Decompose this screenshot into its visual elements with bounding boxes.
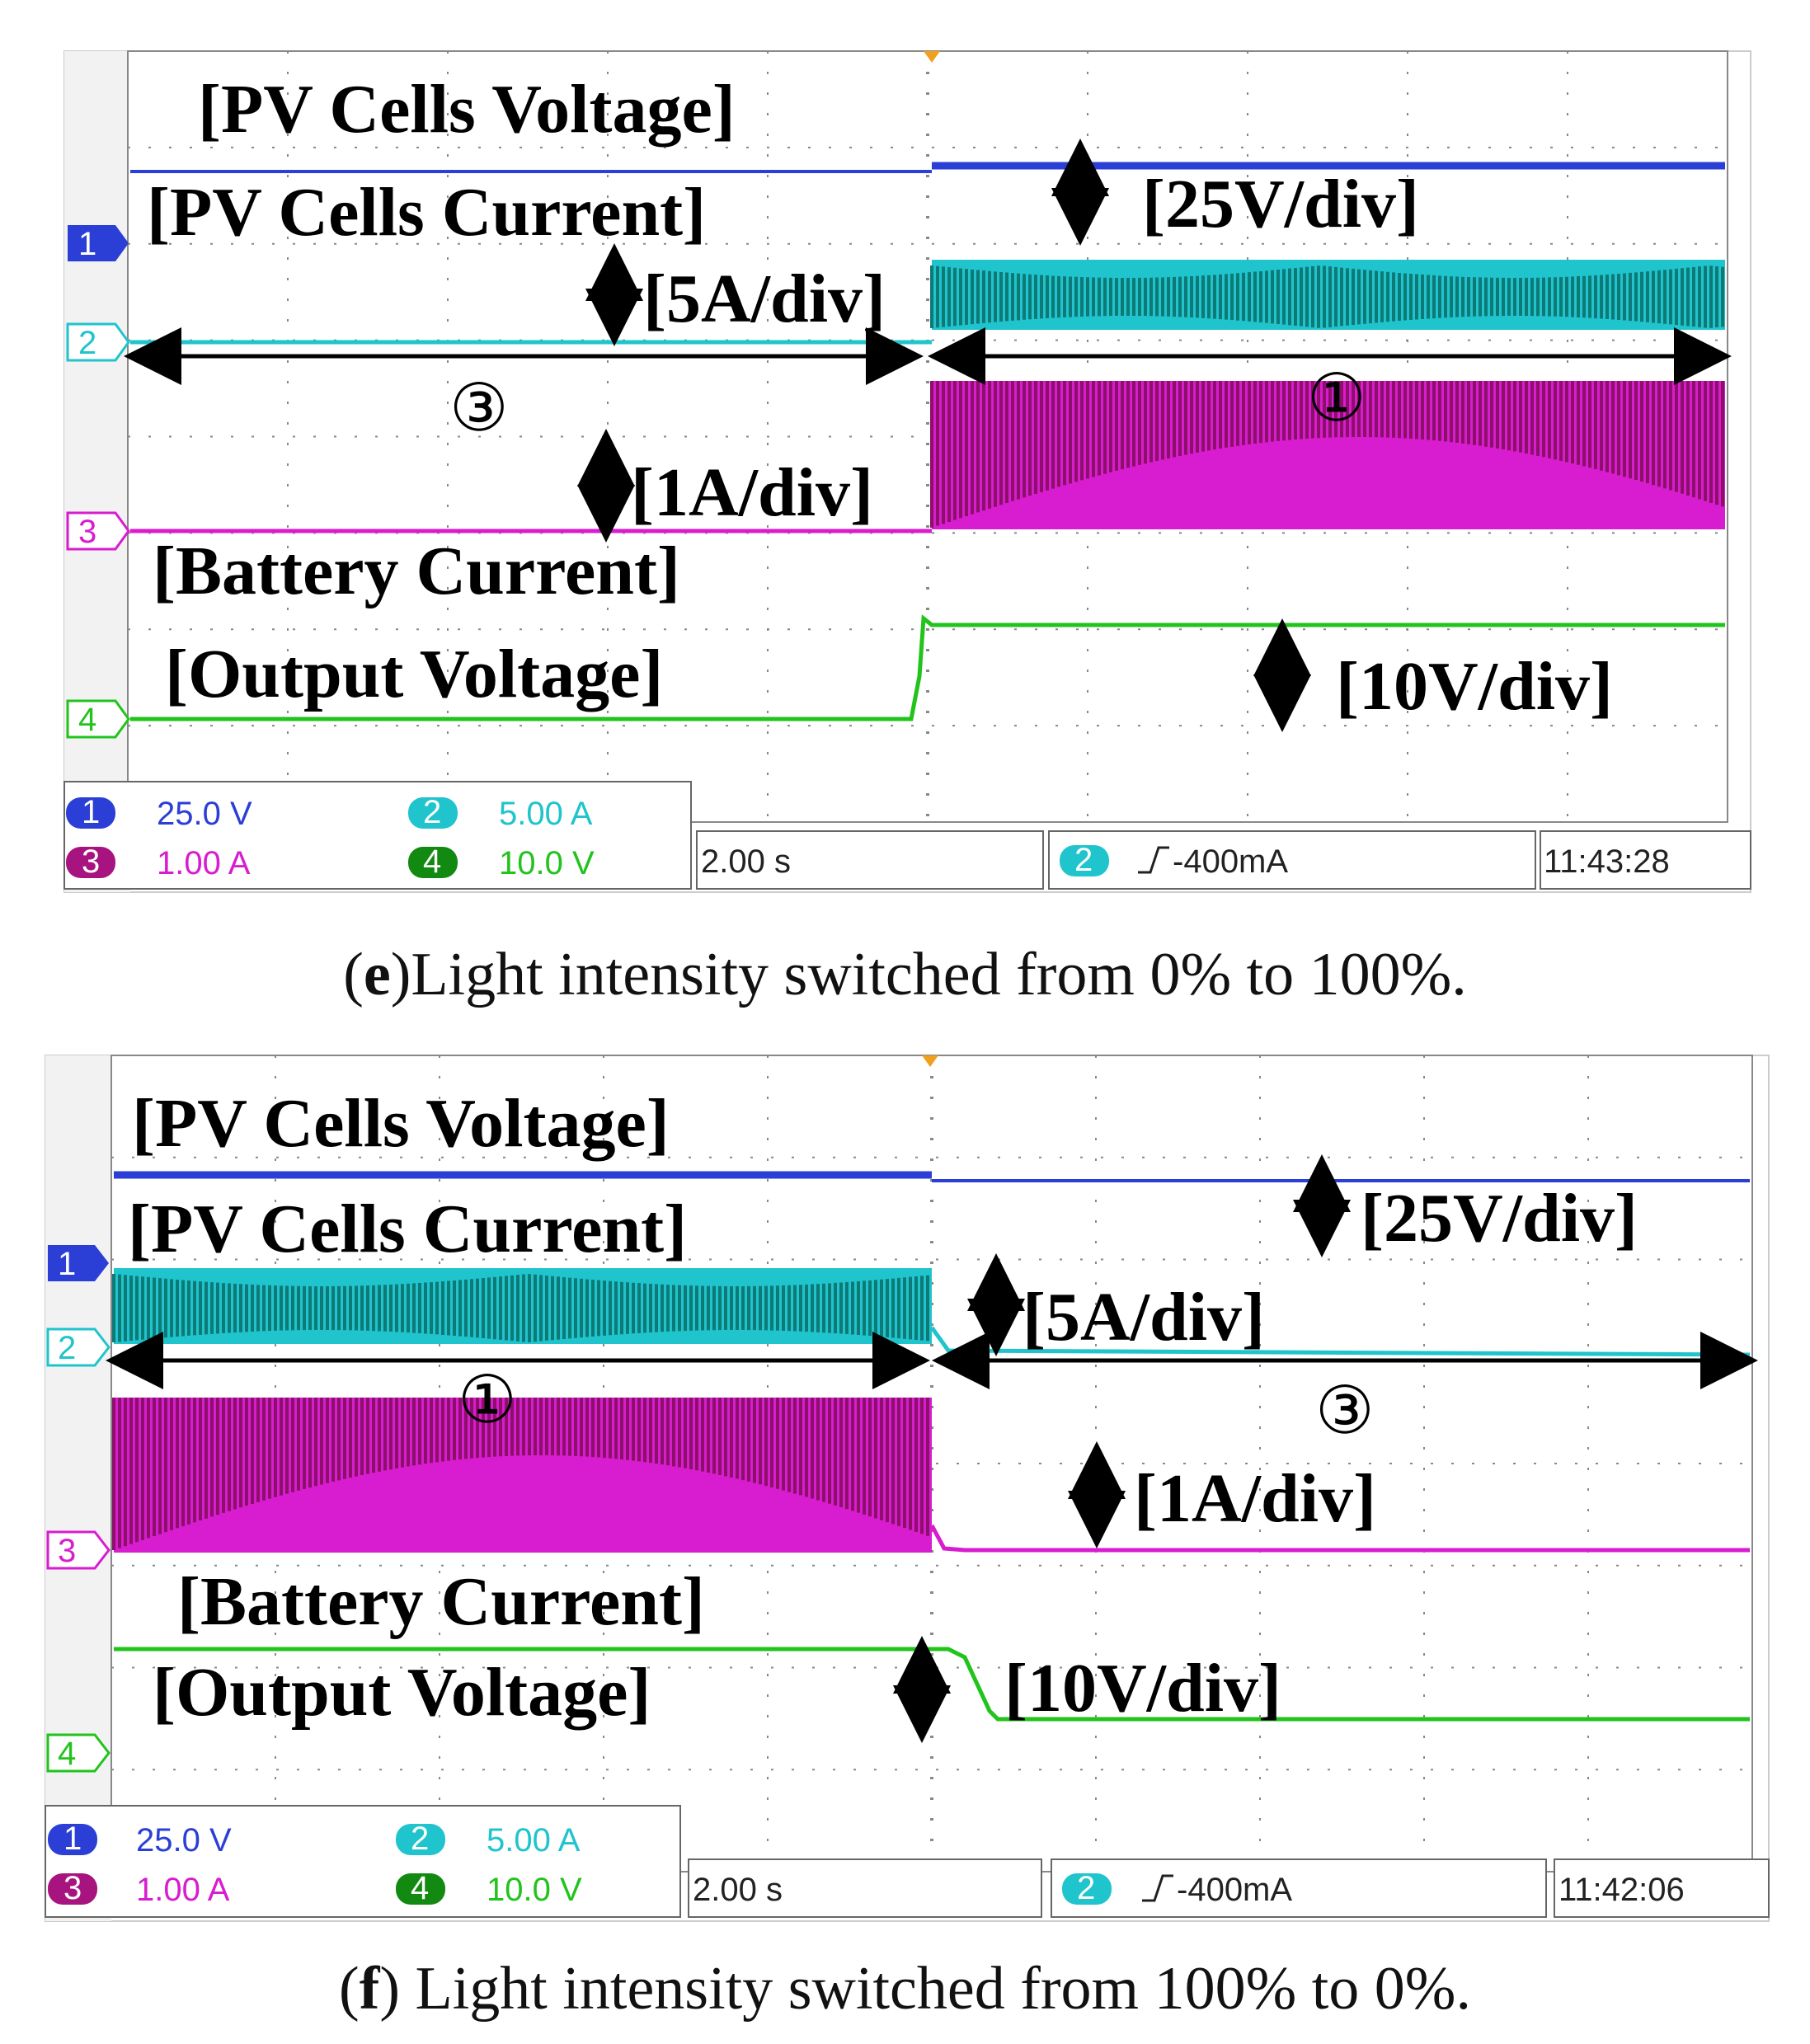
oscilloscope-screen-e: 1 2 3 4 [PV Cells Voltage] [PV Cells Cur…	[63, 50, 1751, 893]
svg-text:1: 1	[63, 1821, 82, 1857]
ch-marker-2-e: 2	[66, 322, 130, 362]
channel-3-scale-f: 1.00 A	[136, 1872, 230, 1908]
timebase-f: 2.00 s	[693, 1872, 783, 1908]
trigger-marker-e	[924, 51, 940, 63]
trigger-edge-icon-f	[1142, 1874, 1173, 1902]
svg-text:2: 2	[411, 1821, 429, 1857]
scale-label-10v-e: [10V/div]	[1336, 648, 1613, 725]
svg-text:2: 2	[1077, 1870, 1095, 1906]
svg-text:3: 3	[78, 514, 96, 550]
svg-text:2: 2	[1074, 842, 1093, 878]
channel-2-scale-e: 5.00 A	[499, 796, 593, 832]
ch-marker-3-e: 3	[66, 511, 130, 551]
clock-e: 11:43:28	[1544, 843, 1670, 880]
svg-text:4: 4	[423, 843, 441, 880]
status-bar-f: 1 25.0 V 2 5.00 A 3 1.00 A 4 10.0 V 2.00…	[45, 1805, 1770, 1918]
scope-panel-e: 1 2 3 4 [PV Cells Voltage] [PV Cells Cur…	[0, 0, 1810, 907]
region-marker-left-f: ①	[458, 1361, 517, 1438]
channel-2-scale-f: 5.00 A	[487, 1822, 581, 1858]
svg-text:4: 4	[58, 1736, 76, 1772]
trace-output-voltage-e	[130, 614, 1725, 721]
trace-label-battery-current-f: [Battery Current]	[177, 1563, 705, 1640]
trace-pv-current-f-hatch	[112, 1274, 929, 1342]
svg-text:2: 2	[58, 1330, 76, 1366]
trace-label-pv-current-f: [PV Cells Current]	[128, 1191, 687, 1267]
scale-label-25v-e: [25V/div]	[1142, 166, 1419, 242]
svg-text:2: 2	[423, 794, 441, 830]
oscilloscope-screen-f: 1 2 3 4 [PV Cells Voltage] [PV Cells Cur…	[45, 1055, 1770, 1922]
ch-marker-3-f: 3	[46, 1530, 110, 1570]
channel-4-scale-e: 10.0 V	[499, 845, 595, 881]
ch-marker-2-f: 2	[46, 1327, 110, 1367]
ch-marker-4-e: 4	[66, 699, 130, 739]
trace-label-pv-voltage-f: [PV Cells Voltage]	[132, 1085, 670, 1162]
trace-label-output-voltage-e: [Output Voltage]	[165, 636, 663, 712]
region-marker-right-e: ①	[1307, 359, 1366, 436]
trace-battery-current-f-hatch	[112, 1398, 929, 1550]
svg-text:1: 1	[58, 1246, 76, 1282]
svg-text:3: 3	[82, 843, 100, 880]
trace-pv-current-e-hatch	[930, 265, 1724, 328]
trigger-edge-icon-e	[1138, 846, 1169, 874]
caption-e: (e)Light intensity switched from 0% to 1…	[343, 941, 1467, 1008]
svg-text:3: 3	[63, 1870, 82, 1906]
region-marker-left-e: ③	[449, 369, 509, 446]
trigger-level-f: -400mA	[1177, 1872, 1292, 1908]
clock-f: 11:42:06	[1558, 1872, 1685, 1908]
scale-label-10v-f: [10V/div]	[1004, 1650, 1281, 1727]
channel-3-scale-e: 1.00 A	[157, 845, 251, 881]
channel-1-scale-f: 25.0 V	[136, 1822, 232, 1858]
trace-label-output-voltage-f: [Output Voltage]	[153, 1654, 651, 1731]
ch-marker-1-f: 1	[48, 1245, 109, 1282]
ch-marker-4-f: 4	[46, 1733, 110, 1773]
channel-1-scale-e: 25.0 V	[157, 796, 252, 832]
channel-4-scale-f: 10.0 V	[487, 1872, 582, 1908]
scale-label-25v-f: [25V/div]	[1361, 1180, 1638, 1257]
trace-output-voltage-f	[114, 1647, 1750, 1722]
trace-label-pv-voltage-e: [PV Cells Voltage]	[198, 71, 736, 148]
trigger-marker-f	[922, 1055, 938, 1067]
svg-text:3: 3	[58, 1533, 76, 1569]
scale-label-5a-f: [5A/div]	[1023, 1279, 1265, 1356]
svg-text:4: 4	[411, 1870, 429, 1906]
scale-label-1a-f: [1A/div]	[1134, 1460, 1376, 1537]
svg-text:1: 1	[82, 794, 100, 830]
svg-text:2: 2	[78, 325, 96, 361]
region-marker-right-f: ③	[1315, 1372, 1375, 1449]
traces-f	[112, 1171, 1751, 1722]
trace-label-battery-current-e: [Battery Current]	[153, 533, 680, 609]
scale-label-1a-e: [1A/div]	[631, 454, 873, 531]
ch-marker-1-e: 1	[68, 225, 129, 262]
trace-battery-current-f-off	[929, 1524, 1750, 1553]
svg-text:1: 1	[78, 226, 96, 262]
caption-f: (f) Light intensity switched from 100% t…	[339, 1955, 1471, 2023]
svg-text:4: 4	[78, 702, 96, 738]
timebase-e: 2.00 s	[701, 843, 791, 880]
trace-battery-current-e-hatch	[930, 381, 1724, 528]
status-bar-e: 1 25.0 V 2 5.00 A 3 1.00 A 4 10.0 V 2.00…	[63, 781, 1751, 890]
trace-label-pv-current-e: [PV Cells Current]	[147, 174, 706, 251]
scale-label-5a-e: [5A/div]	[643, 261, 886, 337]
trigger-level-e: -400mA	[1173, 843, 1288, 880]
scope-panel-f: 1 2 3 4 [PV Cells Voltage] [PV Cells Cur…	[0, 1031, 1810, 1938]
